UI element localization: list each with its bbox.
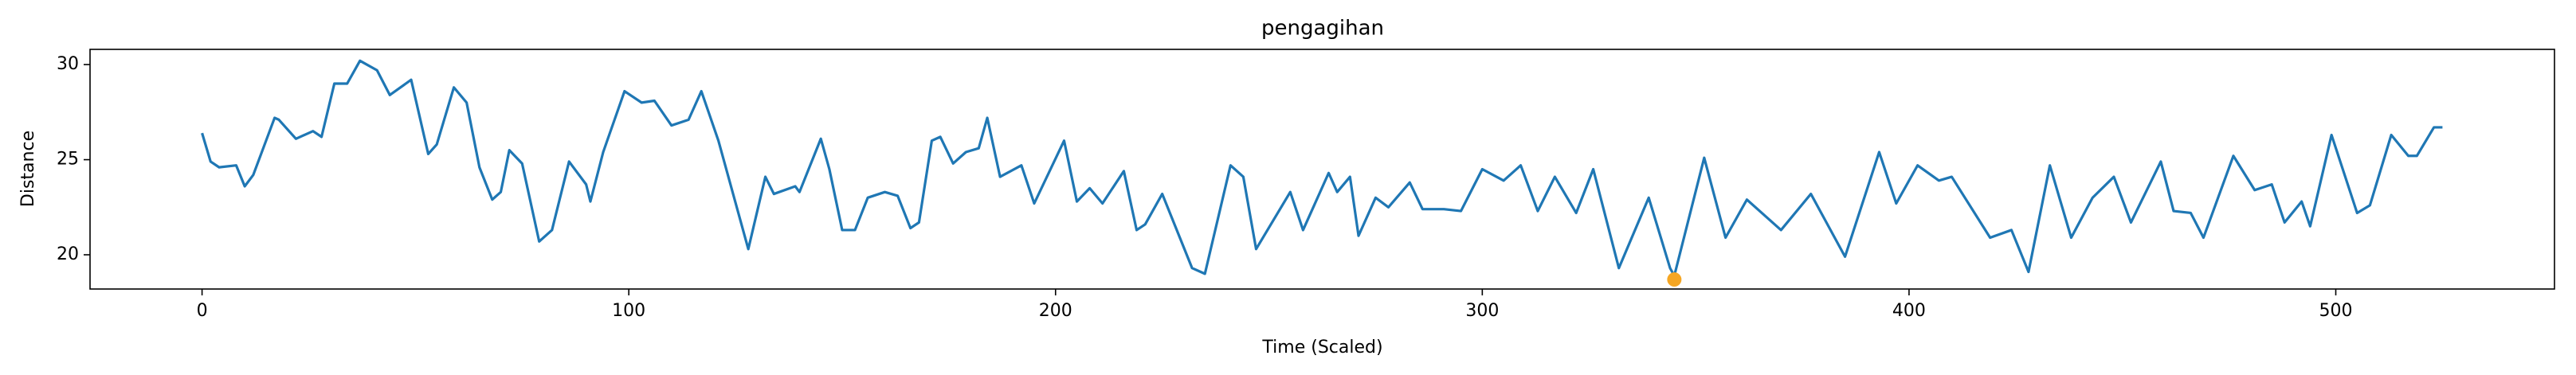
- chart-title: pengagihan: [1261, 17, 1384, 41]
- highlight-point: [1667, 272, 1682, 287]
- x-axis-label: Time (Scaled): [1261, 338, 1382, 357]
- data-line: [201, 59, 2443, 277]
- x-tick-label: 300: [1465, 301, 1499, 321]
- x-tick-label: 100: [612, 301, 645, 321]
- x-tick-label: 400: [1892, 301, 1926, 321]
- y-tick-label: 30: [57, 54, 79, 74]
- x-tick-label: 0: [197, 301, 208, 321]
- y-tick-label: 20: [57, 244, 79, 264]
- plot-frame: [89, 49, 2555, 290]
- x-tick-label: 500: [2319, 301, 2353, 321]
- y-axis-label: Distance: [18, 131, 38, 207]
- x-tick-label: 200: [1039, 301, 1072, 321]
- y-tick-label: 25: [57, 150, 79, 170]
